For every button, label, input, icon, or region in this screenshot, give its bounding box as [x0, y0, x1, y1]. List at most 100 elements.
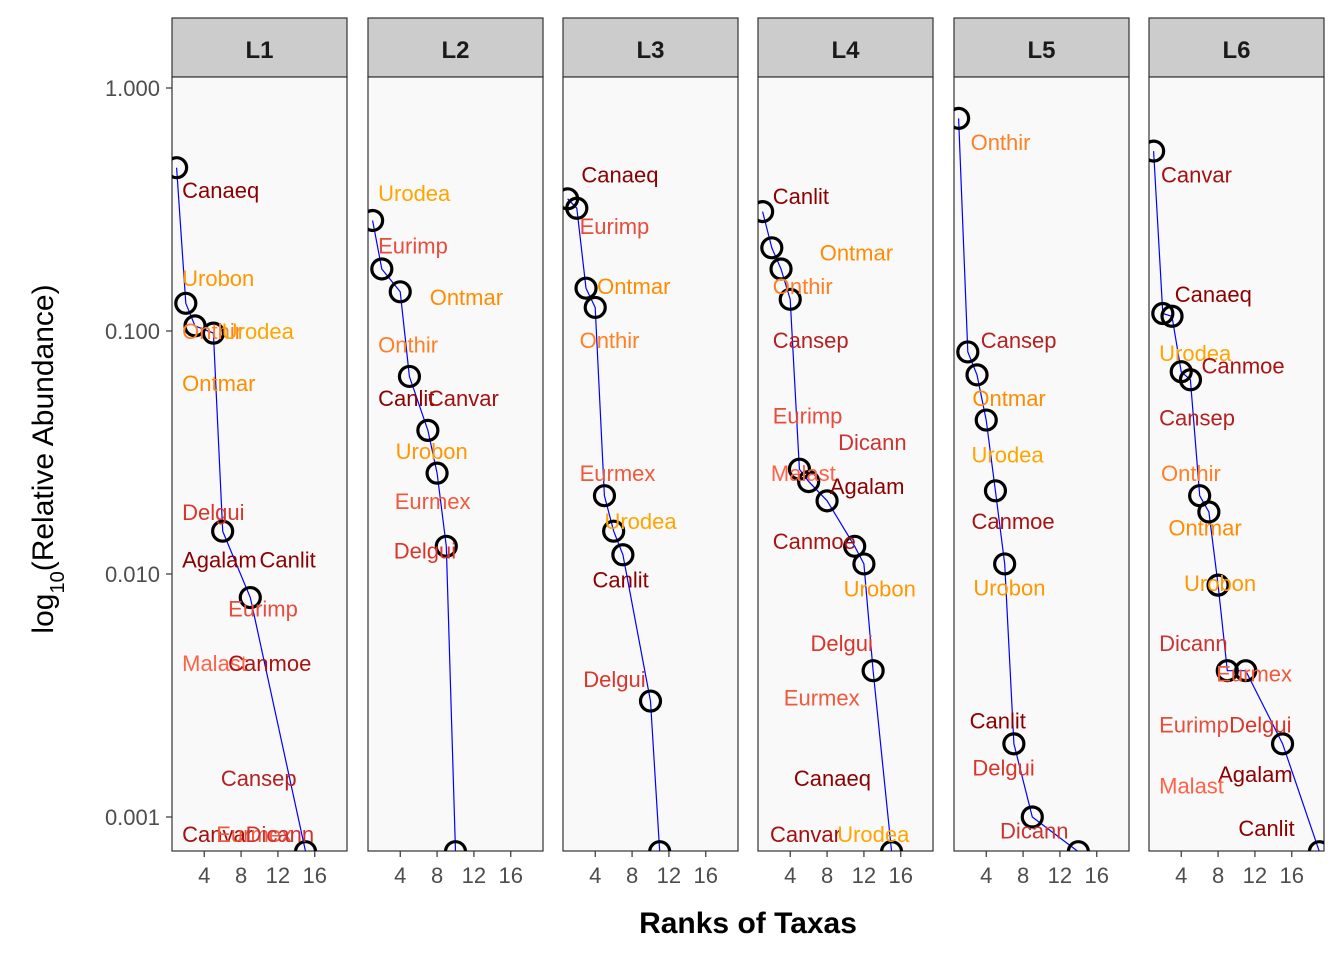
panel-l5: L5 Onthir Cansep Ontmar Urodea Canmoe Urobon Ca…: [953, 17, 1130, 888]
data-point: [1270, 732, 1295, 756]
taxon-label: Ontmar: [1168, 516, 1241, 541]
facet-strip: [171, 17, 348, 78]
x-tick-label: 16: [1085, 863, 1109, 888]
taxon-label: Dicann: [246, 822, 314, 847]
taxon-label: Ontmar: [972, 386, 1045, 411]
taxon-label: Cansep: [773, 328, 849, 353]
data-point: [760, 236, 784, 260]
taxon-label: Dicann: [1000, 818, 1068, 843]
y-axis-title-suffix: (Relative Abundance): [27, 284, 60, 571]
facet-strip: [562, 17, 739, 78]
taxon-label: Canmoe: [1202, 354, 1285, 379]
taxon-label: Delgui: [394, 538, 456, 563]
taxon-label: Urodea: [604, 509, 677, 534]
taxon-label: Agalam: [830, 474, 905, 499]
rank-abundance-line: [176, 167, 307, 851]
facet-strip-label: L6: [1222, 37, 1250, 64]
taxon-label: Dicann: [1159, 631, 1227, 656]
taxon-label: Agalam: [1218, 762, 1293, 787]
x-tick-label: 4: [784, 863, 796, 888]
panel-marks: Onthir Cansep Ontmar Urodea Canmoe Urobon Canl…: [954, 106, 1090, 851]
data-point: [416, 418, 440, 442]
taxon-label: Canlit: [378, 386, 434, 411]
data-point: [954, 106, 971, 130]
taxon-label: Canlit: [260, 547, 316, 572]
x-tick-label: 8: [626, 863, 638, 888]
data-point: [370, 257, 394, 281]
taxon-label: Canlit: [592, 567, 648, 592]
taxon-label: Eurimp: [378, 233, 448, 258]
x-tick-label: 12: [462, 863, 486, 888]
data-point: [879, 840, 904, 851]
taxon-label: Delgui: [1229, 713, 1291, 738]
data-point: [1206, 573, 1230, 597]
data-point: [172, 156, 189, 180]
data-point: [1020, 805, 1044, 829]
taxon-label: Ontmar: [430, 285, 503, 310]
data-point: [993, 552, 1017, 576]
taxon-label: Canvar: [182, 822, 253, 847]
x-tick-label: 16: [303, 863, 327, 888]
x-tick-label: 4: [394, 863, 406, 888]
taxon-label: Urodea: [837, 822, 910, 847]
data-point: [434, 534, 458, 558]
y-axis: 1.000 0.100 0.010 0.001: [105, 76, 172, 830]
x-axis-title: Ranks of Taxas: [639, 907, 857, 940]
panel-background: [562, 76, 739, 852]
taxon-label: Eurmex: [1216, 661, 1292, 686]
data-point: [293, 840, 318, 851]
data-point: [965, 363, 989, 387]
data-point: [1234, 659, 1258, 683]
y-axis-title-subscript: 10: [47, 571, 69, 593]
data-point: [852, 552, 876, 576]
taxon-label: Urodea: [972, 443, 1045, 468]
taxon-label: Ontmar: [597, 274, 670, 299]
data-point: [1178, 368, 1203, 392]
facet-strip-label: L1: [245, 37, 273, 64]
data-point: [238, 585, 262, 610]
rank-abundance-line: [762, 211, 893, 851]
x-tick-label: 4: [589, 863, 601, 888]
x-tick-label: 8: [235, 863, 247, 888]
data-point: [174, 291, 198, 315]
x-tick-label: 12: [1048, 863, 1072, 888]
taxon-label: Onthir: [971, 130, 1031, 155]
taxon-label: Canmoe: [972, 509, 1055, 534]
x-tick-label: 16: [499, 863, 523, 888]
taxon-label: Canaeq: [1175, 282, 1252, 307]
taxon-label: Onthir: [182, 319, 242, 344]
taxon-label: Canaeq: [581, 163, 658, 188]
panel-marks: Canaeq Eurimp Ontmar Onthir Eurmex Urodea Canl…: [563, 163, 677, 851]
data-point: [778, 287, 802, 311]
taxon-label: Canmoe: [773, 529, 856, 554]
taxon-label: Agalam: [182, 547, 257, 572]
y-tick-label: 0.001: [105, 805, 160, 830]
taxon-label: Urobon: [396, 439, 468, 464]
y-axis-title: log10(Relative Abundance): [27, 284, 69, 633]
x-tick-label: 12: [266, 863, 290, 888]
data-point: [861, 659, 885, 683]
taxon-label: Eurmex: [784, 686, 860, 711]
data-point: [201, 321, 226, 345]
taxon-label: Urobon: [182, 266, 254, 291]
panel-marks: Canlit Ontmar Onthir Cansep EurimpDicannMala…: [758, 184, 916, 851]
taxon-label: Onthir: [1161, 461, 1221, 486]
data-point: [648, 840, 672, 851]
data-point: [1197, 500, 1221, 524]
panel-l3: L3CanaeqEurimpOntmarOnthirEurmexUrodeaCa…: [562, 17, 739, 888]
data-point: [1307, 840, 1324, 851]
data-point: [1066, 840, 1090, 851]
data-point: [611, 543, 635, 567]
taxon-label: Eurimp: [773, 403, 843, 428]
taxon-label: Canvar: [428, 386, 499, 411]
x-tick-label: 8: [1212, 863, 1224, 888]
data-point: [638, 689, 663, 713]
data-point: [583, 295, 607, 320]
taxon-label: Delgui: [972, 755, 1034, 780]
taxon-label: Urobon: [973, 575, 1045, 600]
facet-strip: [953, 17, 1130, 78]
taxon-label: Malast: [1159, 773, 1224, 798]
facet-strip: [1148, 17, 1325, 78]
